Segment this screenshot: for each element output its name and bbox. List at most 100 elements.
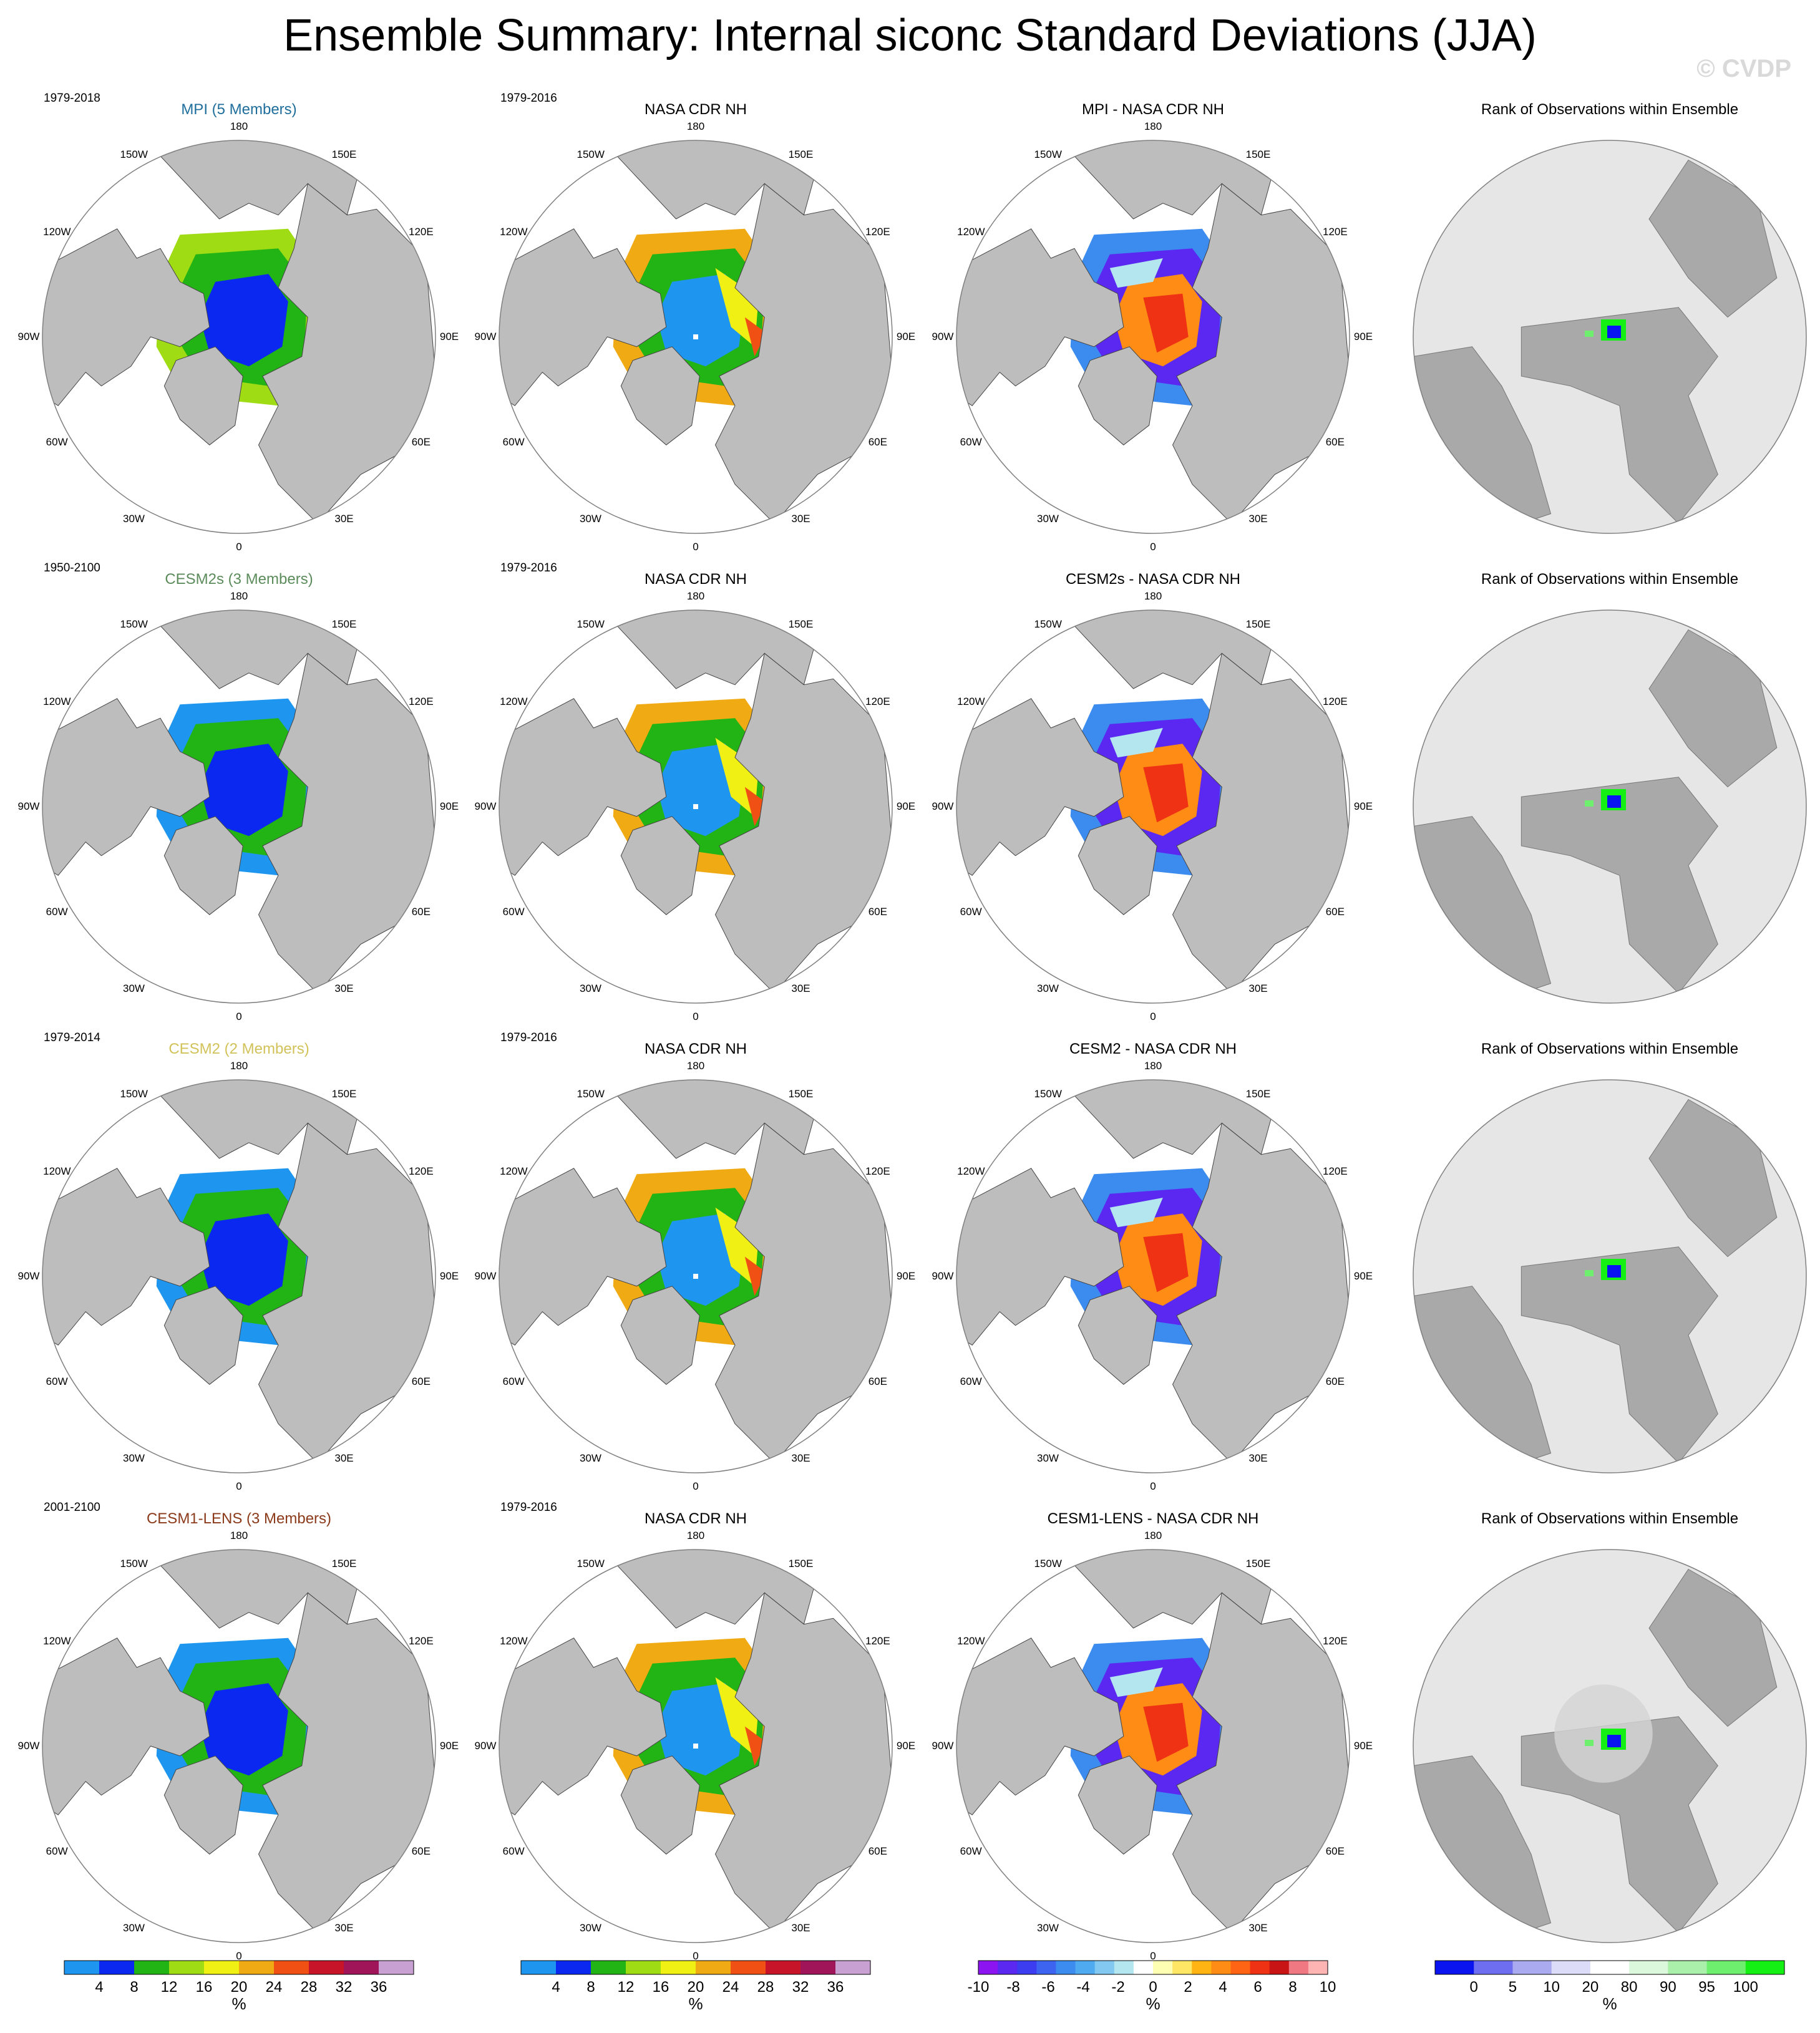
longitude-label: 0 <box>693 1480 699 1492</box>
longitude-label: 120W <box>500 695 528 707</box>
colorbar-swatch <box>1435 1961 1474 1974</box>
longitude-label: 30E <box>1248 512 1268 525</box>
longitude-label: 120W <box>957 1165 985 1177</box>
panel-title: CESM1-LENS (3 Members) <box>146 1510 332 1527</box>
longitude-label: 90E <box>439 800 459 812</box>
longitude-label: 60W <box>502 905 525 918</box>
colorbar-tick-label: -6 <box>1041 1979 1054 1996</box>
longitude-label: 30E <box>1248 1921 1268 1934</box>
longitude-label: 0 <box>693 1950 699 1962</box>
colorbar-tick-label: 90 <box>1660 1979 1676 1996</box>
longitude-label: 60W <box>960 435 982 448</box>
longitude-label: 30W <box>1037 512 1059 525</box>
longitude-label: 60W <box>960 905 982 918</box>
longitude-label: 30W <box>580 512 601 525</box>
colorbar-swatch <box>1133 1961 1154 1974</box>
colorbar-tick-label: 8 <box>586 1979 595 1996</box>
longitude-label: 150W <box>577 148 605 161</box>
longitude-label: 30E <box>1248 982 1268 994</box>
longitude-label: 120E <box>865 1165 890 1177</box>
longitude-label: 120E <box>1322 1634 1348 1647</box>
panel-title: CESM2 - NASA CDR NH <box>1069 1041 1237 1057</box>
longitude-label: 150E <box>788 618 814 631</box>
longitude-label: 150W <box>120 148 148 161</box>
colorbar-tick-label: 10 <box>1543 1979 1560 1996</box>
period-label: 1979-2016 <box>500 1501 557 1514</box>
colorbar-swatch <box>1706 1961 1746 1974</box>
longitude-label: 90W <box>932 1270 954 1282</box>
panel-title: MPI - NASA CDR NH <box>1081 101 1225 118</box>
longitude-label: 0 <box>1150 1011 1156 1022</box>
longitude-label: 30W <box>1037 1921 1059 1934</box>
longitude-label: 120W <box>957 225 985 238</box>
longitude-label: 30E <box>334 1921 354 1934</box>
panel-title: MPI (5 Members) <box>181 101 297 118</box>
colorbar-swatch <box>661 1961 696 1974</box>
figure-title: Ensemble Summary: Internal siconc Standa… <box>283 11 1537 61</box>
longitude-label: 60W <box>46 1845 68 1857</box>
colorbar-swatch <box>1745 1961 1785 1974</box>
longitude-label: 90W <box>474 800 497 812</box>
colorbar-swatch <box>64 1961 100 1974</box>
longitude-label: 90W <box>932 1740 954 1752</box>
longitude-label: 90W <box>474 1270 497 1282</box>
colorbar-swatch <box>1192 1961 1212 1974</box>
longitude-label: 120W <box>500 225 528 238</box>
longitude-label: 180 <box>230 590 248 602</box>
colorbar-tick-label: 100 <box>1733 1979 1758 1996</box>
longitude-label: 60E <box>1325 905 1345 918</box>
longitude-label: 60W <box>46 905 68 918</box>
colorbar-tick-label: 24 <box>723 1979 739 1996</box>
longitude-label: 90E <box>1353 800 1373 812</box>
longitude-label: 150W <box>1034 1558 1062 1570</box>
panel-title: NASA CDR NH <box>644 101 747 118</box>
colorbar-swatch <box>274 1961 309 1974</box>
colorbar-swatch <box>309 1961 344 1974</box>
longitude-label: 30E <box>334 1452 354 1464</box>
longitude-label: 60W <box>46 1375 68 1387</box>
colorbar-tick-label: 36 <box>827 1979 844 1996</box>
longitude-label: 90W <box>474 331 497 342</box>
colorbar-unit-label: % <box>231 1994 246 2013</box>
colorbar-swatch <box>1668 1961 1708 1974</box>
longitude-label: 120E <box>865 225 890 238</box>
colorbar-tick-label: 0 <box>1470 1979 1478 1996</box>
colorbar-swatch <box>731 1961 766 1974</box>
colorbar-tick-label: 8 <box>130 1979 138 1996</box>
longitude-label: 150E <box>788 1088 814 1100</box>
longitude-label: 120E <box>1322 1165 1348 1177</box>
panel-title: Rank of Observations within Ensemble <box>1481 101 1739 118</box>
longitude-label: 90W <box>474 1740 497 1752</box>
longitude-label: 30E <box>334 982 354 994</box>
panel-title: CESM2s (3 Members) <box>165 571 313 588</box>
longitude-label: 120W <box>957 695 985 707</box>
longitude-label: 180 <box>686 1060 705 1072</box>
longitude-label: 180 <box>686 120 705 132</box>
colorbar-swatch <box>556 1961 591 1974</box>
panel-title: NASA CDR NH <box>644 1041 747 1057</box>
colorbar-unit-label: % <box>688 1994 703 2013</box>
panel-title: NASA CDR NH <box>644 1510 747 1527</box>
colorbar-tick-label: 36 <box>371 1979 387 1996</box>
longitude-label: 60W <box>960 1375 982 1387</box>
longitude-label: 30E <box>1248 1452 1268 1464</box>
colorbar-tick-label: 24 <box>266 1979 283 1996</box>
longitude-label: 60W <box>502 435 525 448</box>
longitude-label: 0 <box>1150 1950 1156 1962</box>
colorbar-swatch <box>1172 1961 1192 1974</box>
longitude-label: 60E <box>411 905 431 918</box>
longitude-label: 30E <box>791 1921 810 1934</box>
colorbar-swatch <box>591 1961 626 1974</box>
colorbar-swatch <box>1211 1961 1231 1974</box>
colorbar-swatch <box>1288 1961 1309 1974</box>
longitude-label: 30W <box>1037 982 1059 994</box>
longitude-label: 120E <box>408 1634 434 1647</box>
colorbar-swatch <box>1250 1961 1270 1974</box>
colorbar-tick-label: 32 <box>336 1979 353 1996</box>
period-label: 2001-2100 <box>44 1501 100 1514</box>
longitude-label: 120E <box>1322 225 1348 238</box>
longitude-label: 150E <box>1245 618 1271 631</box>
colorbar-tick-label: 80 <box>1621 1979 1638 1996</box>
colorbar-swatch <box>1075 1961 1096 1974</box>
